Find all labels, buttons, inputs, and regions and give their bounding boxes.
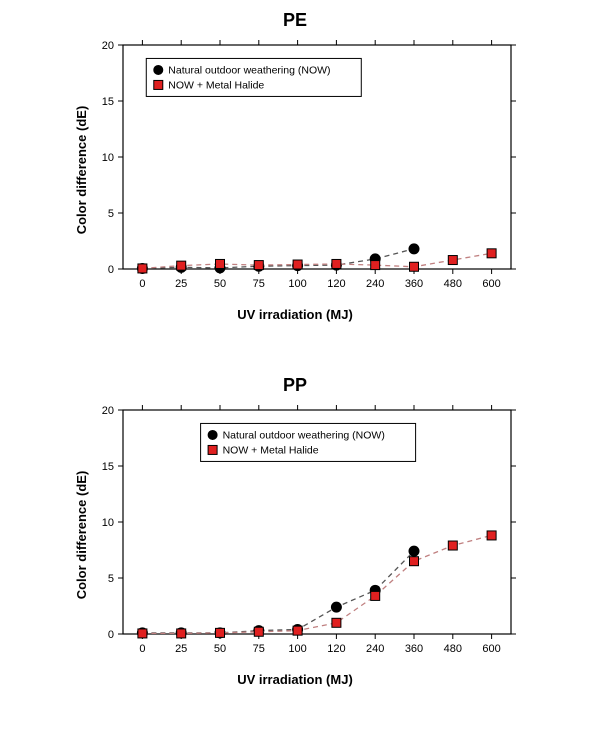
svg-text:360: 360 [405, 278, 423, 290]
x-axis-label: UV irradiation (MJ) [65, 307, 525, 322]
svg-text:0: 0 [139, 278, 145, 290]
svg-text:100: 100 [288, 643, 306, 655]
svg-text:600: 600 [482, 278, 500, 290]
svg-text:240: 240 [366, 643, 384, 655]
svg-text:75: 75 [253, 643, 265, 655]
svg-text:120: 120 [327, 278, 345, 290]
x-axis-label: UV irradiation (MJ) [65, 672, 525, 687]
svg-text:5: 5 [108, 208, 114, 220]
plot-wrap-pp: Color difference (dE) 0 5 10 15 20 0 25 50 75 100… [65, 400, 525, 670]
svg-text:25: 25 [175, 643, 187, 655]
svg-text:360: 360 [405, 643, 423, 655]
svg-text:480: 480 [444, 278, 462, 290]
svg-text:600: 600 [482, 643, 500, 655]
page: PE Color difference (dE) 051015200255075… [0, 0, 589, 744]
svg-text:NOW + Metal Halide: NOW + Metal Halide [223, 444, 319, 456]
chart-title: PE [65, 10, 525, 31]
svg-text:0: 0 [108, 629, 114, 641]
y-axis-label: Color difference (dE) [74, 106, 89, 235]
svg-text:15: 15 [102, 461, 114, 473]
svg-text:25: 25 [175, 278, 187, 290]
svg-text:50: 50 [214, 643, 226, 655]
svg-text:15: 15 [102, 96, 114, 108]
svg-text:Natural outdoor weathering (NO: Natural outdoor weathering (NOW) [168, 64, 330, 76]
svg-text:75: 75 [253, 278, 265, 290]
svg-text:100: 100 [288, 278, 306, 290]
svg-text:50: 50 [214, 278, 226, 290]
y-axis-label: Color difference (dE) [74, 471, 89, 600]
svg-text:NOW + Metal Halide: NOW + Metal Halide [168, 79, 264, 91]
svg-text:240: 240 [366, 278, 384, 290]
chart-title: PP [65, 375, 525, 396]
plot-wrap-pe: Color difference (dE) 0 5 10 15 20 0 25 50 75 100… [65, 35, 525, 305]
svg-text:Natural outdoor weathering (NO: Natural outdoor weathering (NOW) [223, 429, 385, 441]
svg-text:120: 120 [327, 643, 345, 655]
svg-text:20: 20 [102, 405, 114, 417]
svg-text:0: 0 [108, 264, 114, 276]
svg-text:480: 480 [444, 643, 462, 655]
svg-text:20: 20 [102, 40, 114, 52]
svg-text:10: 10 [102, 152, 114, 164]
svg-text:5: 5 [108, 573, 114, 585]
plot-svg-pe: 0 5 10 15 20 0 25 50 75 100 120 240 360 480 600 Natural… [65, 35, 525, 305]
chart-pp: PP Color difference (dE) 0 5 10 15 20 0 25 50 75… [65, 375, 525, 725]
chart-pe: PE Color difference (dE) 0 5 10 15 20 0 25 50 75… [65, 10, 525, 360]
svg-text:10: 10 [102, 517, 114, 529]
svg-text:0: 0 [139, 643, 145, 655]
plot-svg-pp: 0 5 10 15 20 0 25 50 75 100 120 240 360 480 600 Natural… [65, 400, 525, 670]
